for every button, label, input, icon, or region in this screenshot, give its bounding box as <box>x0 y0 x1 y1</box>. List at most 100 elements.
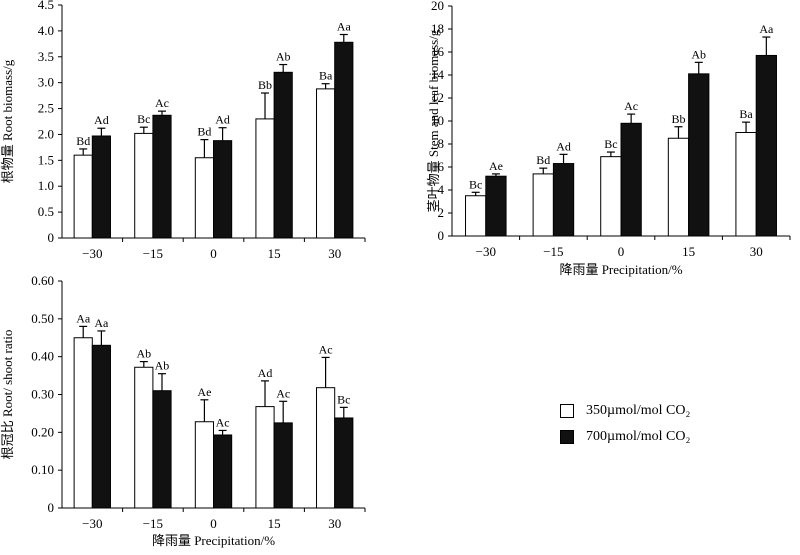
bar-700 <box>334 417 354 509</box>
significance-label: Ac <box>319 342 333 356</box>
y-tick-label: 8 <box>438 136 445 151</box>
significance-label: Aa <box>337 20 352 34</box>
y-tick-label: 14 <box>431 67 445 82</box>
bar-350 <box>735 132 757 237</box>
x-tick-label: 30 <box>750 244 763 259</box>
y-tick-label: 16 <box>431 44 445 59</box>
bar-350 <box>73 154 93 239</box>
bar-700 <box>552 163 575 237</box>
y-tick-label: 4.0 <box>38 23 54 38</box>
bar-700 <box>91 344 111 509</box>
x-tick-label: 0 <box>210 246 217 261</box>
x-tick-label: 30 <box>328 246 341 261</box>
y-tick-label: 20 <box>431 0 444 13</box>
y-tick-label: 18 <box>431 21 444 36</box>
x-tick-label: −30 <box>82 246 102 261</box>
significance-label: Ac <box>155 96 169 110</box>
y-tick-label: 2.5 <box>38 101 54 116</box>
bar-350 <box>194 421 215 509</box>
y-tick-label: 6 <box>438 159 445 174</box>
bar-350 <box>194 157 215 239</box>
y-tick-label: 10 <box>431 113 444 128</box>
bar-350 <box>73 337 93 509</box>
y-tick-label: 3.0 <box>38 75 54 90</box>
bar-350 <box>600 156 622 237</box>
bar-700 <box>688 73 710 237</box>
bar-350 <box>532 173 554 237</box>
significance-label: Bc <box>137 112 150 126</box>
y-tick-label: 0.5 <box>38 204 54 219</box>
y-tick-label: 3.5 <box>38 49 54 64</box>
significance-label: Ae <box>197 385 211 399</box>
significance-label: Aa <box>94 316 109 330</box>
x-tick-label: 15 <box>268 516 281 531</box>
y-tick-label: 0.50 <box>31 311 54 326</box>
bar-700 <box>755 54 777 237</box>
x-axis-title: 降雨量 Precipitation/% <box>152 533 275 548</box>
x-tick-label: −15 <box>143 246 163 261</box>
bar-700 <box>213 140 233 239</box>
x-tick-label: 30 <box>328 516 341 531</box>
y-tick-label: 1.0 <box>38 178 54 193</box>
bar-700 <box>91 135 111 239</box>
significance-label: Ba <box>739 107 753 121</box>
significance-label: Ab <box>276 50 291 64</box>
bar-700 <box>152 114 172 239</box>
legend-swatch-700 <box>560 430 574 444</box>
significance-label: Aa <box>759 22 774 36</box>
significance-label: Ab <box>155 359 170 373</box>
legend-item-700: 700µmol/mol CO₂ <box>560 424 690 450</box>
bar-350 <box>667 137 690 237</box>
significance-label: Ad <box>258 366 273 380</box>
y-tick-label: 12 <box>431 90 444 105</box>
y-axis-title: 茎叶物量 Stem and leaf biomass/g <box>426 29 441 212</box>
x-tick-label: −15 <box>543 244 563 259</box>
significance-label: Bb <box>671 112 685 126</box>
significance-label: Bb <box>258 78 272 92</box>
y-tick-label: 0 <box>48 500 55 515</box>
bar-350 <box>255 118 275 239</box>
significance-label: Ab <box>136 347 151 361</box>
x-tick-label: −15 <box>143 516 163 531</box>
significance-label: Bc <box>604 137 617 151</box>
x-tick-label: 15 <box>268 246 281 261</box>
y-tick-label: 0.10 <box>31 462 54 477</box>
significance-label: Ad <box>215 113 230 127</box>
significance-label: Aa <box>76 311 91 325</box>
significance-label: Bc <box>469 177 482 191</box>
bar-350 <box>316 387 336 509</box>
significance-label: Ba <box>319 69 333 83</box>
x-tick-label: 15 <box>682 244 695 259</box>
legend-swatch-350 <box>560 404 574 418</box>
y-tick-label: 4 <box>438 182 445 197</box>
legend-label-700: 700µmol/mol CO₂ <box>586 429 691 444</box>
y-tick-label: 2.0 <box>38 126 54 141</box>
bar-700 <box>152 390 172 509</box>
y-tick-label: 0.40 <box>31 349 54 364</box>
significance-label: Ab <box>691 47 706 61</box>
significance-label: Bd <box>76 134 90 148</box>
y-tick-label: 4.5 <box>38 0 54 12</box>
x-tick-label: 0 <box>210 516 217 531</box>
significance-label: Ae <box>489 159 503 173</box>
significance-label: Bd <box>536 153 550 167</box>
y-axis-title: 根物量 Root biomass/g <box>0 59 15 183</box>
y-tick-label: 2 <box>438 205 445 220</box>
bar-700 <box>334 41 354 239</box>
bar-350 <box>134 366 154 509</box>
y-tick-label: 1.5 <box>38 152 54 167</box>
significance-label: Ac <box>276 386 290 400</box>
y-tick-label: 0 <box>438 228 445 243</box>
bar-700 <box>485 175 507 237</box>
chart-root-biomass <box>58 4 366 242</box>
significance-label: Bd <box>197 125 211 139</box>
significance-label: Ad <box>556 139 571 153</box>
bar-700 <box>273 71 293 239</box>
x-tick-label: −30 <box>476 244 496 259</box>
significance-label: Ac <box>216 415 230 429</box>
bar-700 <box>273 422 293 509</box>
y-axis-title: 根冠比 Root/ shoot ratio <box>0 330 15 460</box>
legend-label-350: 350µmol/mol CO₂ <box>586 403 691 418</box>
bar-350 <box>134 132 154 239</box>
